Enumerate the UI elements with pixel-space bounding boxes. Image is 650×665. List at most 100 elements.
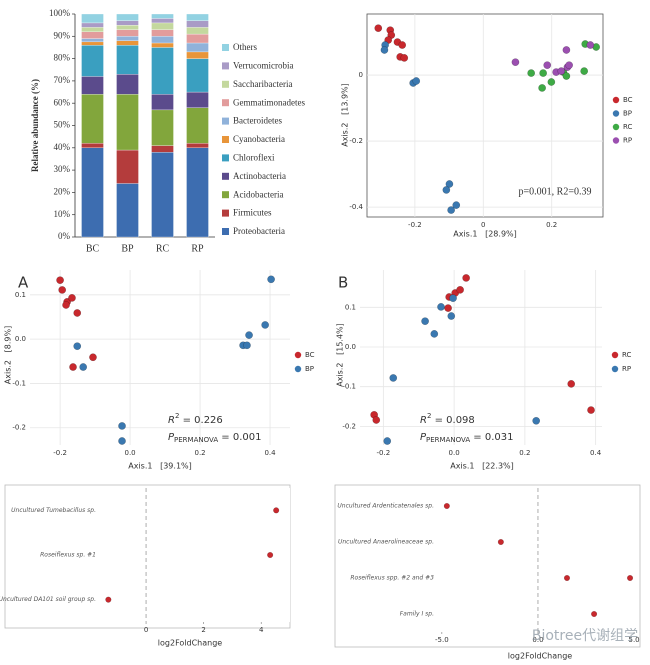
bar-segment <box>81 94 104 144</box>
bar-segment <box>151 22 174 30</box>
x-tick-label: RC <box>156 243 170 254</box>
point <box>543 61 552 70</box>
bar-segment <box>116 183 139 238</box>
point <box>449 294 457 303</box>
legend-swatch <box>222 209 229 217</box>
y-tick-label: 0% <box>58 231 71 241</box>
legend-swatch <box>222 154 229 162</box>
point <box>442 186 451 194</box>
legend-swatch <box>222 80 229 88</box>
point <box>273 507 280 514</box>
x-tick-label: 4 <box>259 626 264 634</box>
y-tick-label: 90% <box>54 30 71 40</box>
point <box>261 321 270 329</box>
point <box>73 309 82 317</box>
category-label: Uncultured Ardenticatenales sp. <box>337 503 434 510</box>
y-axis-label: Axis.2 [8.9%] <box>4 326 13 384</box>
legend-marker <box>611 365 619 373</box>
x-tick-label: 0.4 <box>264 449 276 457</box>
panel-label: A <box>18 274 29 292</box>
y-tick-label: 10% <box>54 209 71 219</box>
point <box>444 304 452 312</box>
annotation-superscript: 2 <box>427 412 431 420</box>
point <box>118 437 126 445</box>
point <box>562 46 571 54</box>
bar-segment <box>81 76 104 95</box>
y-axis-label: Axis.2 [15.4%] <box>336 323 345 387</box>
point <box>586 41 595 49</box>
bar-segment <box>186 27 209 35</box>
x-axis-label: log2FoldChange <box>508 652 573 661</box>
annotation-symbol: P <box>420 432 427 443</box>
x-tick-label: 0.0 <box>532 636 543 644</box>
point <box>445 180 454 188</box>
legend-marker <box>294 351 302 359</box>
legend-swatch <box>222 62 229 70</box>
point <box>389 374 398 382</box>
y-tick-label: 40% <box>54 142 71 152</box>
bar-segment <box>186 91 209 108</box>
bar-segment <box>81 41 104 46</box>
x-tick-label: 0.2 <box>194 449 205 457</box>
plot-area <box>360 270 602 445</box>
point <box>56 276 64 285</box>
legend-label: RP <box>622 365 631 373</box>
bar-segment <box>151 13 174 19</box>
legend-swatch <box>222 172 229 180</box>
y-tick-label: -0.2 <box>349 137 363 145</box>
point <box>511 58 520 67</box>
legend-marker <box>612 110 620 117</box>
y-tick-label: -0.1 <box>342 383 356 391</box>
legend-label: Acidobacteria <box>233 189 283 199</box>
annotation: PPERMANOVA = 0.001 <box>168 432 262 444</box>
y-tick-label: 30% <box>54 164 71 174</box>
bar-segment <box>116 74 139 95</box>
x-tick-label: 0 <box>481 221 485 229</box>
point <box>372 416 381 424</box>
annotation-subscript: PERMANOVA <box>426 436 470 444</box>
x-tick-label: RP <box>191 243 204 254</box>
category-label: Uncultured Tumebacillus sp. <box>11 507 96 514</box>
annotation-value: = 0.031 <box>470 432 513 443</box>
legend-swatch <box>222 191 229 199</box>
x-tick-label: 0.4 <box>590 449 602 457</box>
bar-segment <box>186 42 209 53</box>
bar-segment <box>186 58 209 93</box>
bar-segment <box>151 36 174 44</box>
bar-segment <box>116 40 139 46</box>
legend-label: Verrucomicrobia <box>233 60 293 70</box>
point <box>626 574 634 582</box>
legend-label: BP <box>305 365 314 373</box>
bar-segment <box>81 22 104 28</box>
bar-segment <box>186 107 209 144</box>
legend-swatch <box>222 228 229 235</box>
annotation-symbol: P <box>168 432 175 443</box>
y-axis-label: Relative abundance (%) <box>30 79 40 172</box>
y-tick-label: 50% <box>54 120 71 130</box>
legend-marker <box>294 365 302 373</box>
y-tick-label: 20% <box>54 186 71 196</box>
point <box>105 596 112 603</box>
legend-label: Others <box>233 42 257 52</box>
legend-label: Firmicutes <box>233 208 272 218</box>
point <box>430 330 439 338</box>
category-label: Roseiflexus sp. #1 <box>40 552 96 559</box>
point <box>421 317 429 326</box>
y-tick-label: -0.4 <box>349 203 363 211</box>
legend-label: Cyanobacteria <box>233 134 285 144</box>
y-tick-label: -0.2 <box>342 422 356 430</box>
bar-segment <box>186 147 209 238</box>
legend-swatch <box>222 136 229 143</box>
annotation: R2 = 0.226 <box>168 412 223 426</box>
point <box>587 406 595 414</box>
bar-segment <box>81 143 104 148</box>
point <box>447 312 456 320</box>
panel-label: B <box>338 274 348 292</box>
point <box>380 46 389 54</box>
y-tick-label: 70% <box>54 75 71 85</box>
y-tick-label: 0.1 <box>345 303 356 311</box>
y-tick-label: 80% <box>54 53 71 63</box>
x-tick-label: -0.2 <box>408 221 422 229</box>
bar-segment <box>81 31 104 39</box>
plot-area <box>438 488 636 632</box>
